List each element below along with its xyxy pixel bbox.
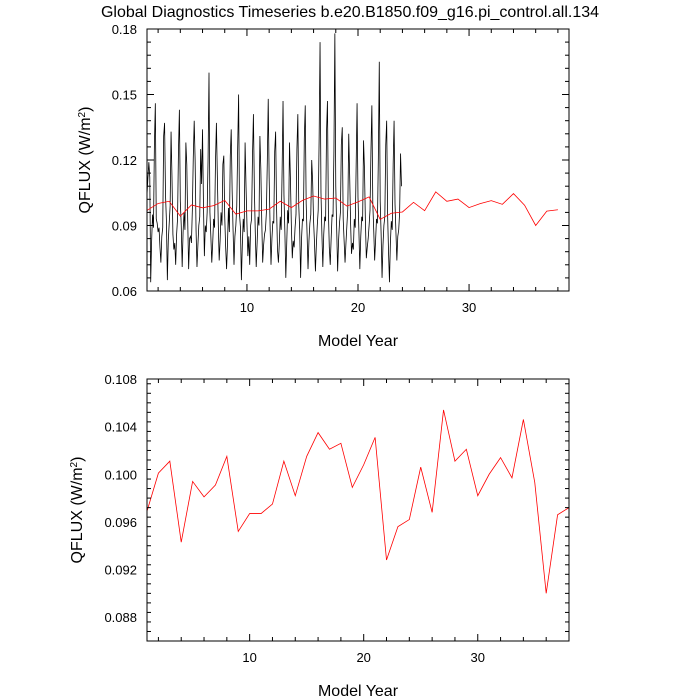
- bottom-y-tick-label: 0.100: [104, 467, 137, 482]
- bottom-y-tick-label: 0.092: [104, 563, 137, 578]
- top-x-tick-label: 20: [351, 300, 365, 315]
- top-x-tick-label: 10: [240, 300, 254, 315]
- bottom-x-tick-label: 10: [242, 650, 256, 665]
- top-y-tick-label: 0.15: [112, 88, 137, 103]
- top-x-axis-label: Model Year: [318, 333, 399, 350]
- bottom-x-tick-label: 30: [471, 650, 485, 665]
- bottom-y-axis-label: QFLUX (W/m2): [69, 457, 87, 564]
- bottom-x-tick-label: 20: [356, 650, 370, 665]
- bottom-y-tick-label: 0.096: [104, 515, 137, 530]
- top-y-tick-label: 0.12: [112, 153, 137, 168]
- bottom-y-tick-label: 0.104: [104, 420, 137, 435]
- top-y-tick-label: 0.09: [112, 219, 137, 234]
- bottom-plot-frame: [146, 378, 570, 642]
- bottom-y-tick-label: 0.088: [104, 610, 137, 625]
- top-y-axis-label: QFLUX (W/m2): [77, 107, 95, 214]
- top-panel: 10 20 30 0.06 0.09 0.12 0.15 0.18 Model Year QFLU…: [77, 22, 570, 350]
- top-series-1-line: [146, 191, 558, 227]
- top-series-0-line: [146, 33, 402, 283]
- bottom-y-tick-label: 0.108: [104, 372, 137, 387]
- top-y-tick-label: 0.06: [112, 284, 137, 299]
- figure-title: Global Diagnostics Timeseries b.e20.B185…: [101, 4, 599, 21]
- bottom-x-axis-label: Model Year: [318, 683, 399, 700]
- top-x-tick-label: 30: [462, 300, 476, 315]
- bottom-panel: 10 20 30 0.088 0.092 0.096 0.100 0.104 0.108 Mode…: [69, 372, 570, 700]
- bottom-series-0-line: [146, 409, 570, 594]
- top-y-tick-label: 0.18: [112, 22, 137, 37]
